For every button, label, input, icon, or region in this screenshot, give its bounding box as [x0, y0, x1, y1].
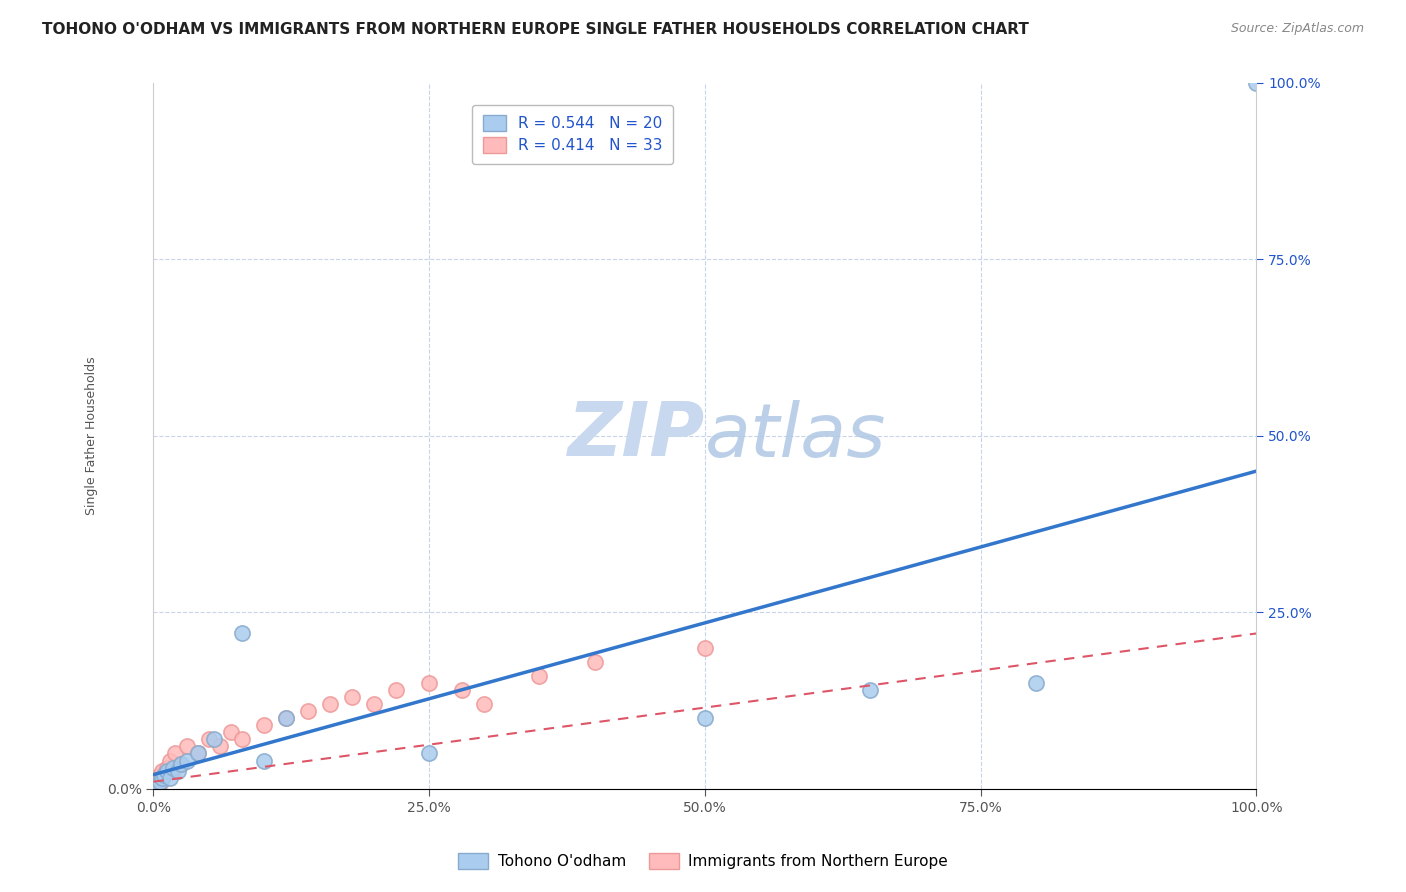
Point — [1025, 676, 1047, 690]
Point — [150, 771, 173, 785]
Point — [145, 778, 167, 792]
Point — [148, 771, 170, 785]
Point — [156, 761, 179, 775]
Point — [162, 764, 184, 778]
Text: atlas: atlas — [704, 400, 886, 472]
Point — [150, 774, 173, 789]
Point — [150, 764, 173, 778]
Point — [145, 776, 167, 790]
Point — [274, 711, 297, 725]
Point — [219, 725, 242, 739]
Point — [197, 732, 219, 747]
Point — [472, 697, 495, 711]
Point — [143, 780, 166, 794]
Point — [149, 767, 172, 781]
Point — [274, 711, 297, 725]
Point — [165, 747, 187, 761]
Point — [162, 761, 184, 775]
Legend: Tohono O'odham, Immigrants from Northern Europe: Tohono O'odham, Immigrants from Northern… — [451, 847, 955, 875]
Point — [170, 757, 193, 772]
Point — [451, 682, 474, 697]
Point — [202, 732, 225, 747]
Point — [176, 754, 198, 768]
Point — [146, 774, 169, 789]
Point — [418, 747, 440, 761]
Point — [297, 704, 319, 718]
Point — [693, 640, 716, 655]
Point — [319, 697, 342, 711]
Point — [145, 778, 167, 792]
Point — [166, 764, 188, 778]
Point — [1246, 76, 1268, 90]
Point — [159, 771, 181, 785]
Point — [418, 676, 440, 690]
Point — [693, 711, 716, 725]
Legend: R = 0.544   N = 20, R = 0.414   N = 33: R = 0.544 N = 20, R = 0.414 N = 33 — [472, 104, 673, 164]
Point — [583, 655, 606, 669]
Point — [253, 718, 276, 732]
Point — [385, 682, 408, 697]
Point — [529, 669, 551, 683]
Point — [859, 682, 882, 697]
Point — [253, 754, 276, 768]
Point — [187, 747, 209, 761]
Text: Source: ZipAtlas.com: Source: ZipAtlas.com — [1230, 22, 1364, 36]
Point — [159, 754, 181, 768]
Point — [363, 697, 385, 711]
Point — [340, 690, 363, 704]
Point — [231, 626, 253, 640]
Y-axis label: Single Father Households: Single Father Households — [86, 357, 98, 516]
Text: TOHONO O'ODHAM VS IMMIGRANTS FROM NORTHERN EUROPE SINGLE FATHER HOUSEHOLDS CORRE: TOHONO O'ODHAM VS IMMIGRANTS FROM NORTHE… — [42, 22, 1029, 37]
Point — [187, 747, 209, 761]
Point — [149, 774, 172, 789]
Point — [153, 767, 176, 781]
Point — [176, 739, 198, 754]
Point — [208, 739, 231, 754]
Point — [156, 764, 179, 778]
Text: ZIP: ZIP — [568, 400, 704, 473]
Point — [170, 757, 193, 772]
Point — [153, 767, 176, 781]
Point — [231, 732, 253, 747]
